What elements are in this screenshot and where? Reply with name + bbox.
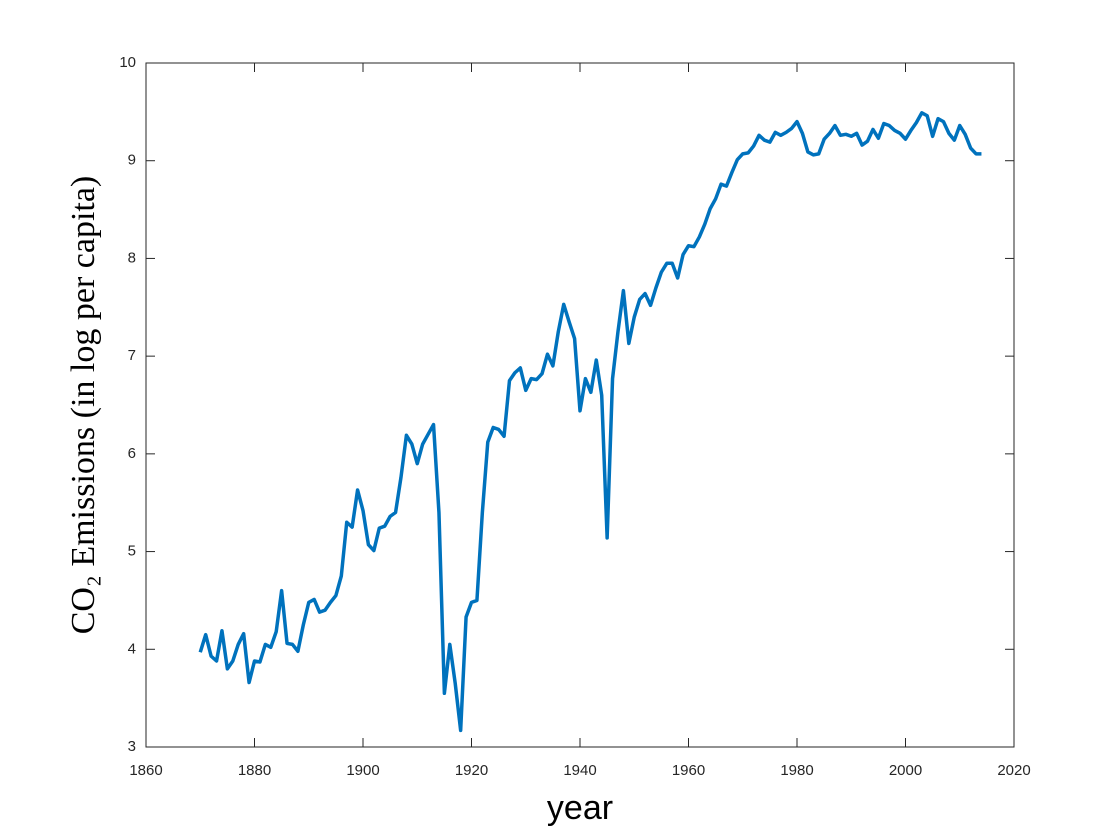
y-axis-title: CO₂ Emissions (in log per capita) (65, 176, 102, 635)
x-tick-label: 1920 (455, 762, 488, 779)
y-tick-label: 4 (128, 640, 136, 657)
data-line (198, 111, 982, 733)
y-tick-label: 5 (128, 543, 136, 560)
y-tick-label: 10 (119, 54, 136, 71)
y-tick-label: 8 (128, 249, 136, 266)
x-tick-label: 1960 (672, 762, 705, 779)
y-tick-label: 7 (128, 347, 136, 364)
x-tick-label: 1860 (129, 762, 162, 779)
x-tick-label: 1940 (563, 762, 596, 779)
y-tick-label: 3 (128, 738, 136, 755)
x-tick-label: 1980 (780, 762, 813, 779)
x-tick-label: 2000 (889, 762, 922, 779)
x-axis-title: year (547, 789, 613, 827)
x-tick-label: 1880 (238, 762, 271, 779)
y-tick-label: 9 (128, 152, 136, 169)
y-tick-label: 6 (128, 445, 136, 462)
x-tick-label: 1900 (346, 762, 379, 779)
x-tick-label: 2020 (997, 762, 1030, 779)
